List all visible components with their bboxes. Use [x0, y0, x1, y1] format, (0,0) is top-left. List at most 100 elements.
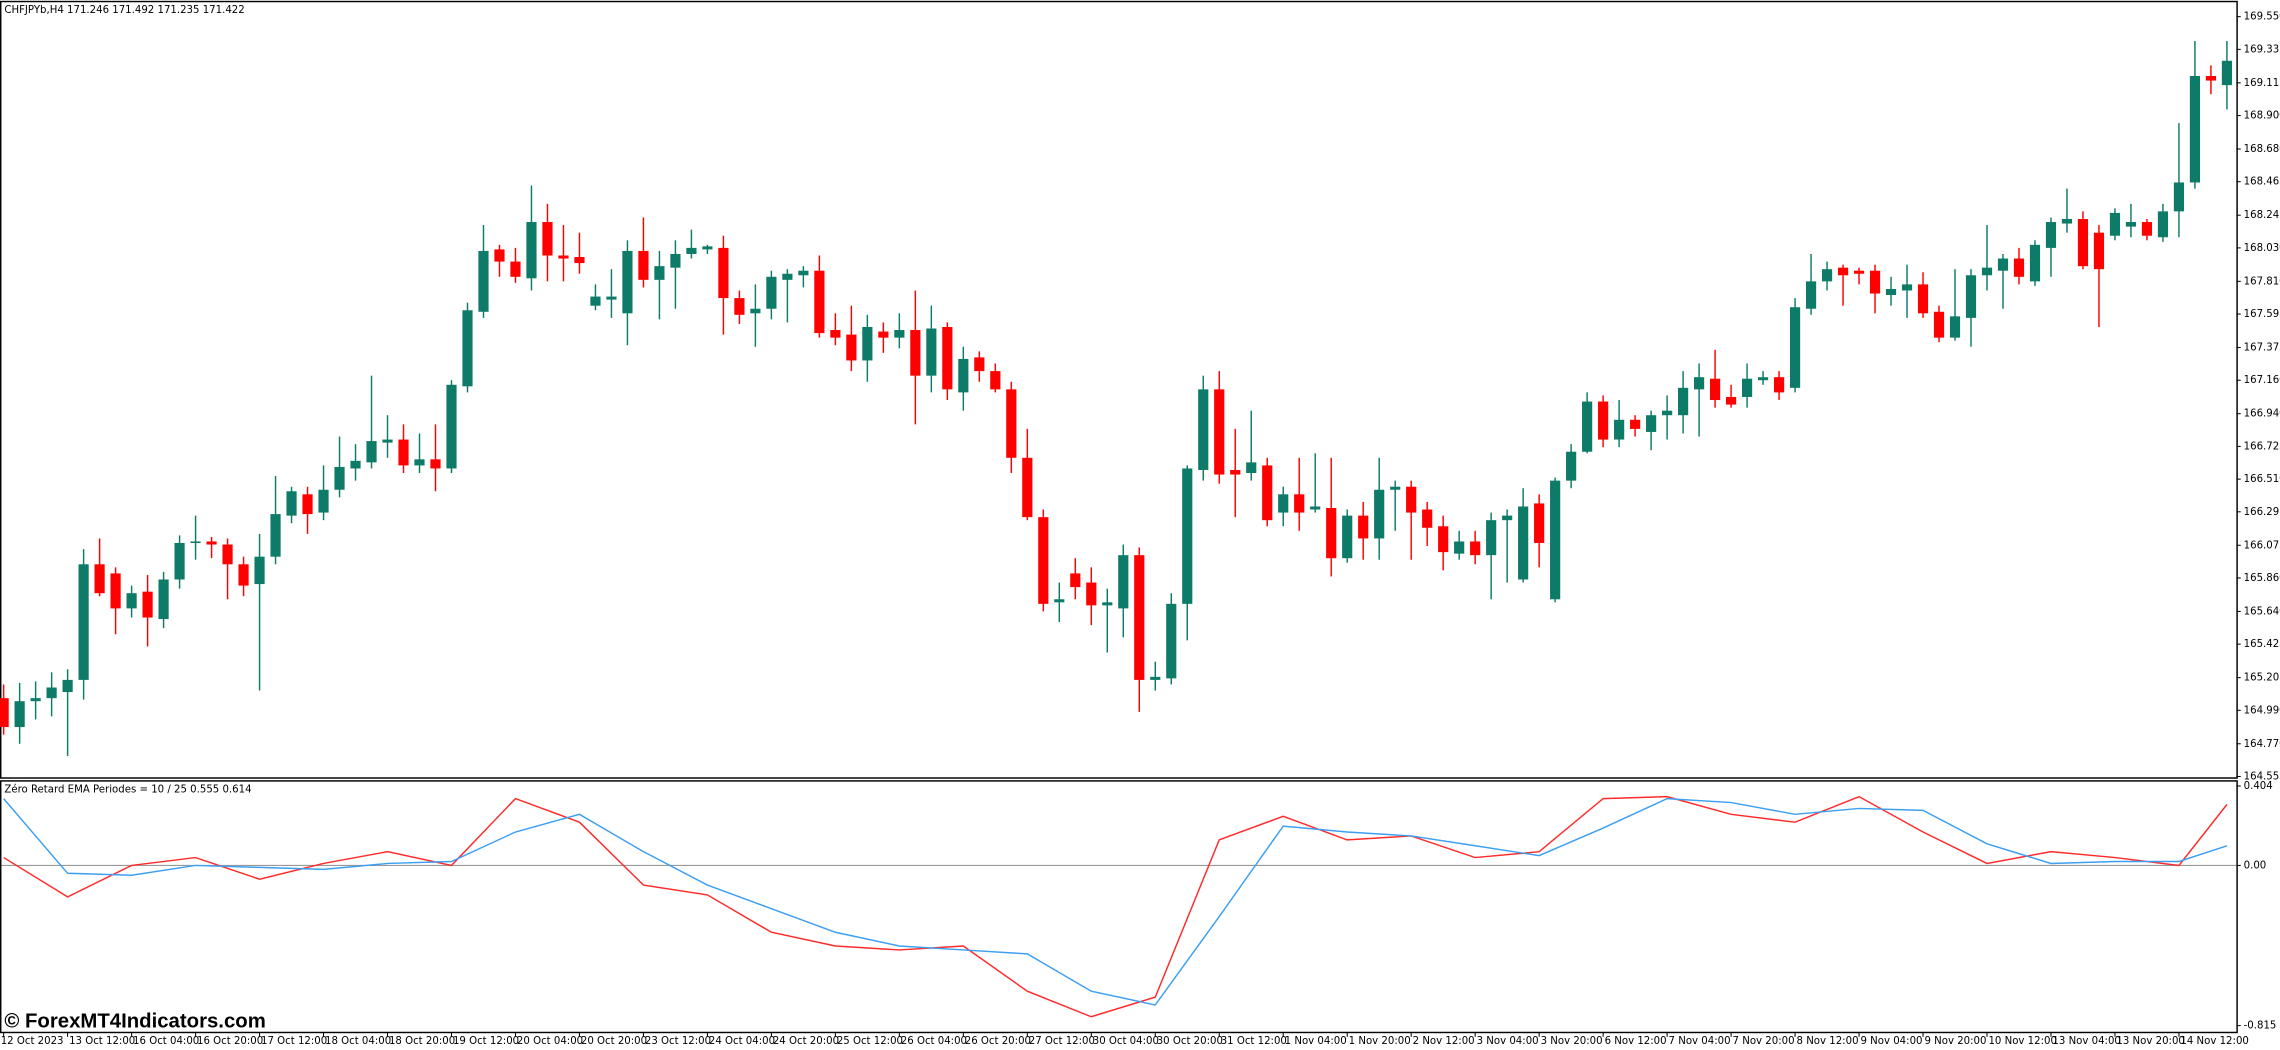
x-tick-label: 26 Oct 04:00: [901, 1036, 967, 1047]
candle-body: [14, 701, 25, 728]
candle-body: [654, 266, 665, 280]
x-tick-label: 20 Oct 04:00: [517, 1036, 583, 1047]
candle-body: [1630, 419, 1641, 429]
candle-body: [734, 298, 745, 315]
candle-body: [1646, 415, 1657, 432]
candle-body: [686, 247, 697, 254]
x-tick-label: 18 Oct 20:00: [389, 1036, 455, 1047]
candle-body: [1582, 401, 1593, 452]
candle-body: [1694, 377, 1705, 390]
candle-body: [622, 250, 633, 314]
y-tick-label: 169.335: [2244, 44, 2280, 55]
candle-body: [350, 460, 361, 469]
candle-body: [958, 358, 969, 393]
candle-body: [2221, 60, 2233, 86]
candle-body: [494, 249, 505, 262]
candle-body: [2013, 258, 2025, 277]
candle-body: [2125, 222, 2137, 227]
candle-body: [910, 330, 921, 376]
y-tick-label: 167.375: [2244, 343, 2280, 354]
candle-body: [1054, 599, 1065, 603]
x-tick-label: 3 Nov 04:00: [1477, 1036, 1539, 1047]
candle-body: [894, 330, 905, 338]
candle-body: [1262, 465, 1273, 521]
candle-body: [270, 514, 281, 557]
y-tick-label: 169.550: [2244, 12, 2280, 23]
x-tick-label: 8 Nov 12:00: [1797, 1036, 1859, 1047]
candle-body: [926, 328, 937, 376]
x-tick-label: 30 Oct 20:00: [1157, 1036, 1223, 1047]
candle-body: [78, 564, 89, 680]
candle-body: [1566, 451, 1577, 481]
candle-body: [1422, 509, 1433, 528]
candle-body: [1805, 281, 1817, 309]
candle-body: [702, 246, 713, 250]
y-tick-label: 168.900: [2244, 111, 2280, 122]
x-tick-label: 13 Nov 04:00: [2052, 1036, 2120, 1047]
candle-body: [110, 573, 121, 609]
candle-body: [1326, 508, 1337, 559]
candle-body: [1598, 401, 1609, 440]
x-tick-label: 26 Oct 20:00: [965, 1036, 1031, 1047]
candle-body: [2061, 218, 2073, 224]
candle-body: [1182, 468, 1193, 604]
candle-body: [1246, 462, 1257, 474]
x-tick-label: 9 Nov 04:00: [1860, 1036, 1922, 1047]
x-tick-label: 12 Oct 2023: [1, 1036, 64, 1047]
candle-body: [542, 222, 553, 256]
candle-body: [1821, 269, 1833, 282]
indicator-pane-border: [0, 780, 2238, 1034]
candle-body: [1294, 494, 1305, 513]
candle-body: [526, 222, 537, 279]
x-tick-label: 7 Nov 04:00: [1669, 1036, 1731, 1047]
candle-body: [206, 541, 217, 545]
candle-body: [1757, 377, 1769, 381]
x-tick-label: 19 Oct 12:00: [453, 1036, 519, 1047]
candle-body: [1949, 316, 1961, 338]
candle-body: [94, 564, 105, 594]
y-tick-label: 169.115: [2244, 78, 2280, 89]
candle-body: [2029, 244, 2041, 282]
candle-body: [2109, 212, 2121, 236]
candle-body: [1454, 541, 1465, 554]
candle-body: [766, 276, 777, 309]
candle-body: [1710, 378, 1721, 401]
y-tick-label: 168.465: [2244, 177, 2280, 188]
candle-body: [2093, 232, 2105, 270]
candle-body: [478, 250, 489, 312]
candle-body: [750, 308, 761, 314]
candle-body: [1837, 267, 1849, 276]
candle-body: [1166, 603, 1177, 679]
candle-body: [318, 489, 329, 513]
candle-body: [238, 564, 249, 586]
candle-body: [414, 459, 425, 466]
x-tick-label: 30 Oct 04:00: [1093, 1036, 1159, 1047]
candle-body: [1118, 555, 1129, 609]
y-tick-label: 168.245: [2244, 210, 2280, 221]
y-tick-label: 167.160: [2244, 375, 2280, 386]
candle-body: [1997, 258, 2009, 271]
candle-body: [1869, 270, 1881, 294]
y-tick-label: -0.815: [2244, 1021, 2277, 1032]
candle-body: [1678, 387, 1689, 416]
candle-body: [302, 494, 313, 515]
candle-body: [590, 296, 601, 306]
y-tick-label: 167.810: [2244, 276, 2280, 287]
candle-body: [366, 441, 377, 463]
candle-body: [46, 687, 57, 699]
candle-body: [1662, 410, 1673, 416]
candle-body: [1725, 396, 1737, 405]
y-tick-label: 165.860: [2244, 573, 2280, 584]
candle-body: [1486, 520, 1497, 556]
candle-body: [62, 679, 73, 693]
candle-body: [1310, 506, 1321, 510]
candle-body: [782, 273, 793, 280]
candle-body: [2189, 75, 2201, 183]
candle-body: [1789, 307, 1801, 388]
candle-body: [430, 459, 441, 469]
candle-body: [990, 371, 1001, 390]
candle-body: [222, 544, 233, 565]
x-tick-label: 1 Nov 04:00: [1285, 1036, 1347, 1047]
candle-body: [30, 698, 41, 702]
y-tick-label: 166.725: [2244, 441, 2280, 452]
